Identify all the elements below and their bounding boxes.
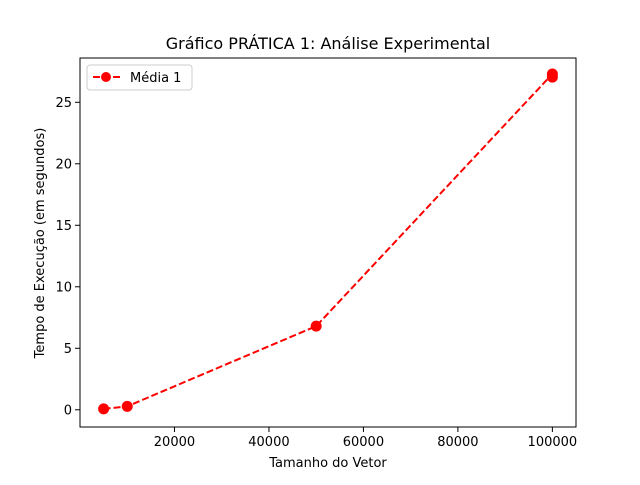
legend: Média 1 (86, 64, 193, 91)
legend-label: Média 1 (130, 71, 181, 86)
chart-title: Gráfico PRÁTICA 1: Análise Experimental (166, 34, 490, 53)
y-tick-label: 5 (64, 342, 72, 357)
x-tick-label: 80000 (437, 435, 478, 450)
x-tick-label: 20000 (154, 435, 195, 450)
y-tick-label: 25 (55, 96, 72, 111)
data-point (98, 403, 110, 415)
y-axis-label: Tempo de Execução (em segundos) (33, 128, 48, 360)
y-tick-label: 20 (55, 157, 72, 172)
plot-area: 20000 40000 60000 80000 100000 0 5 10 15 20 25 (55, 57, 578, 450)
y-tick-label: 15 (55, 219, 72, 234)
y-tick-label: 10 (55, 280, 72, 295)
x-tick-label: 100000 (528, 435, 578, 450)
y-tick-label: 0 (64, 403, 72, 418)
data-point (546, 71, 558, 83)
x-axis-label: Tamanho do Vetor (268, 456, 387, 471)
legend-marker (101, 72, 111, 82)
x-tick-label: 60000 (343, 435, 384, 450)
legend-box (86, 64, 193, 91)
data-point (310, 320, 322, 332)
axes-frame (79, 57, 577, 428)
data-point (121, 400, 133, 412)
x-tick-label: 40000 (248, 435, 289, 450)
